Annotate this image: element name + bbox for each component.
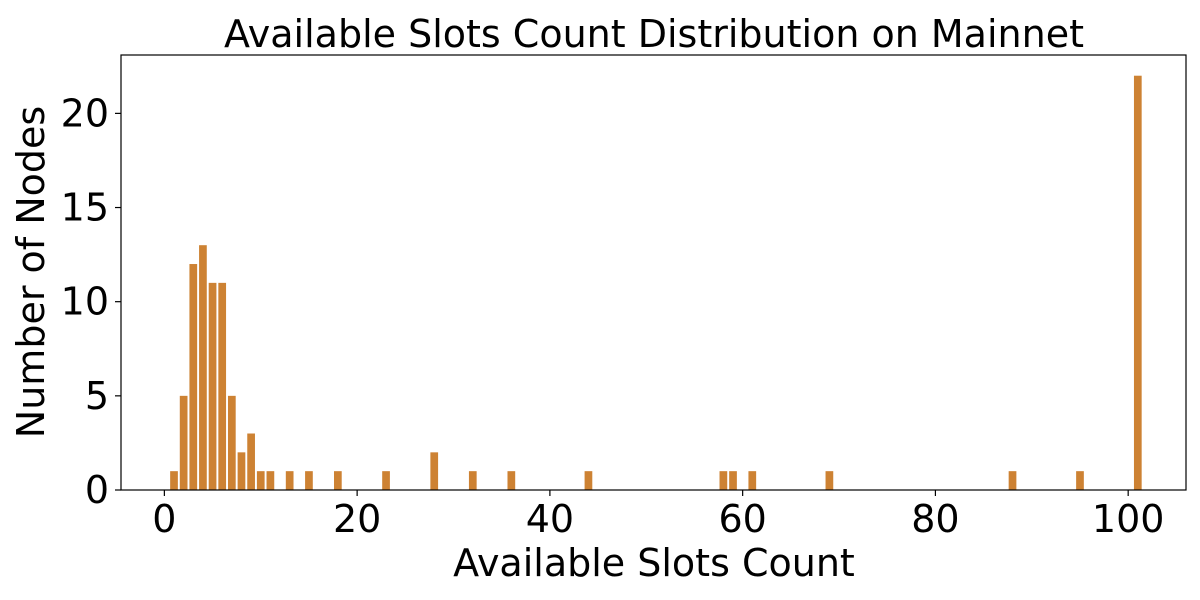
chart-title: Available Slots Count Distribution on Ma… [224,12,1084,56]
plot-frame [120,54,1187,491]
bar-36 [507,471,516,490]
x-tick-label: 100 [1092,497,1165,541]
bar-59 [729,471,737,490]
bar-10 [256,471,265,490]
bar-1 [170,471,178,490]
y-axis-label: Number of Nodes [9,106,53,438]
bars-group [170,75,1142,490]
bar-9 [247,433,255,490]
x-tick-label: 20 [333,497,381,541]
x-tick-label: 0 [152,497,176,541]
x-tick-label: 80 [911,497,959,541]
x-axis-ticks: 0 20 40 60 80 100 [152,490,1164,541]
x-tick-label: 40 [526,497,574,541]
bar-61 [748,471,757,490]
x-tick-label: 60 [718,497,766,541]
bar-32 [468,471,477,490]
x-axis-label: Available Slots Count [453,541,855,585]
y-tick-label: 5 [85,374,109,418]
y-tick-label: 10 [61,280,109,324]
bar-88 [1008,471,1017,490]
bar-58 [719,471,728,490]
bar-69 [825,471,834,490]
bar-13 [285,471,294,490]
bar-11 [266,471,275,490]
bar-5 [208,282,217,490]
bar-2 [179,395,188,490]
bar-8 [237,452,246,490]
bar-7 [227,395,236,490]
y-tick-label: 0 [85,468,109,512]
bar-23 [382,471,390,490]
bar-95 [1076,471,1084,490]
bar-6 [218,282,227,490]
bar-101 [1133,75,1142,490]
bar-15 [305,471,313,490]
bar-3 [189,264,198,490]
bar-4 [199,245,207,490]
bar-44 [584,471,593,490]
bar-18 [334,471,342,490]
bar-28 [430,452,439,490]
y-tick-label: 15 [61,186,109,230]
y-tick-label: 20 [61,91,109,135]
y-axis-ticks: 0 5 10 15 20 [61,91,121,512]
